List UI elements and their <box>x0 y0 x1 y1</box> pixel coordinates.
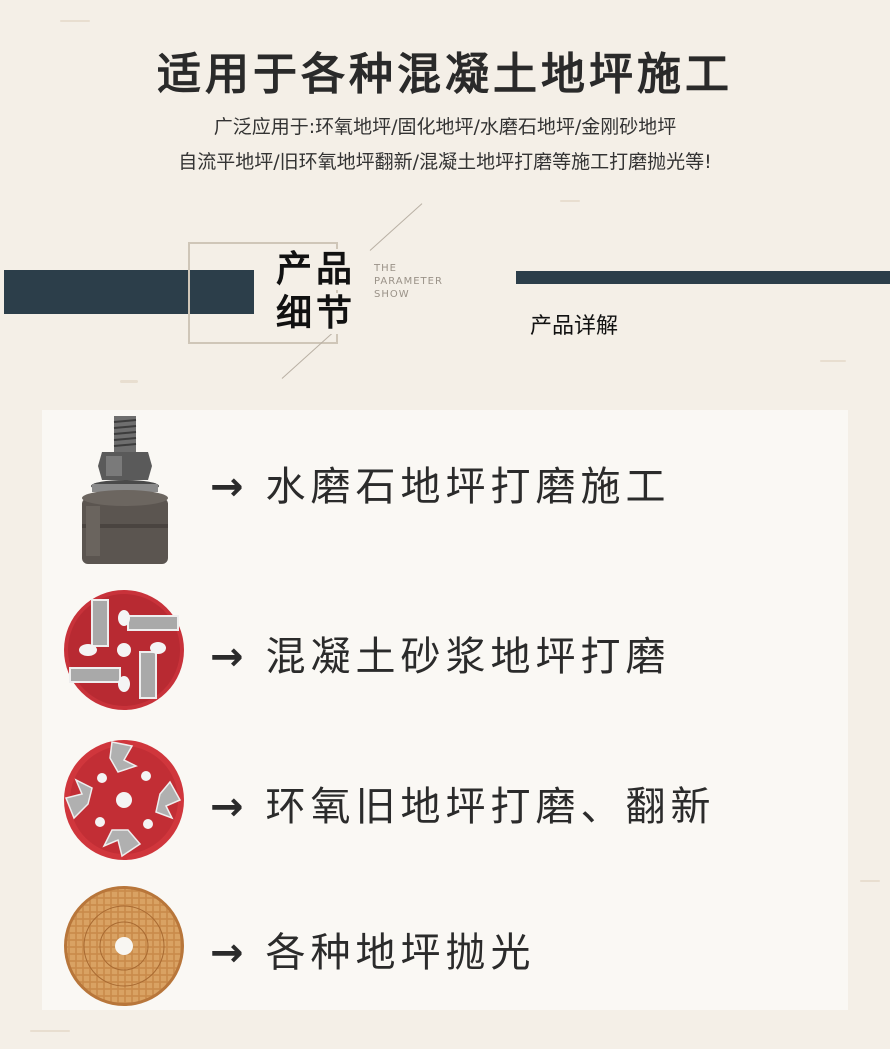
item-text: 环氧旧地坪打磨、翻新 <box>265 784 716 830</box>
section-title: 产品 细节 <box>274 248 374 336</box>
caption-the: THE <box>374 263 397 274</box>
accent-bar-left <box>4 270 254 314</box>
arrow-icon: → <box>210 930 244 976</box>
item-text: 混凝土砂浆地坪打磨 <box>265 634 671 680</box>
product-detail-label: 产品详解 <box>530 314 619 339</box>
arrow-icon: → <box>210 634 244 680</box>
list-item: → 水磨石地坪打磨施工 <box>42 416 848 564</box>
list-item: → 混凝土砂浆地坪打磨 <box>42 588 848 718</box>
list-item: → 环氧旧地坪打磨、翻新 <box>42 738 848 868</box>
subtitle-line-1: 广泛应用于:环氧地坪/固化地坪/水磨石地坪/金刚砂地坪 <box>213 116 677 138</box>
product-list-panel: → 水磨石地坪打磨施工 → 混凝土砂浆地坪打磨 <box>42 410 848 1010</box>
list-item: → 各种地坪抛光 <box>42 884 848 1014</box>
page-title: 适用于各种混凝土地坪施工 <box>157 49 733 100</box>
red-bar-segment-disc-icon <box>62 588 186 712</box>
accent-bar-right <box>516 271 890 284</box>
arrow-icon: → <box>210 464 244 510</box>
polishing-pad-icon <box>62 884 186 1008</box>
section-title-line-2: 细节 <box>274 293 359 334</box>
threaded-connector-icon <box>62 416 186 564</box>
item-text: 各种地坪抛光 <box>265 930 536 976</box>
caption-show: SHOW <box>374 289 410 300</box>
item-text: 水磨石地坪打磨施工 <box>265 464 671 510</box>
decor-line-upper <box>369 203 423 251</box>
section-english-caption: THE PARAMETER SHOW <box>374 262 443 301</box>
arrow-icon: → <box>210 784 244 830</box>
section-title-line-1: 产品 <box>274 249 359 290</box>
caption-parameter: PARAMETER <box>374 276 443 287</box>
red-arrow-segment-disc-icon <box>62 738 186 862</box>
subtitle-line-2: 自流平地坪/旧环氧地坪翻新/混凝土地坪打磨等施工打磨抛光等! <box>178 151 712 173</box>
